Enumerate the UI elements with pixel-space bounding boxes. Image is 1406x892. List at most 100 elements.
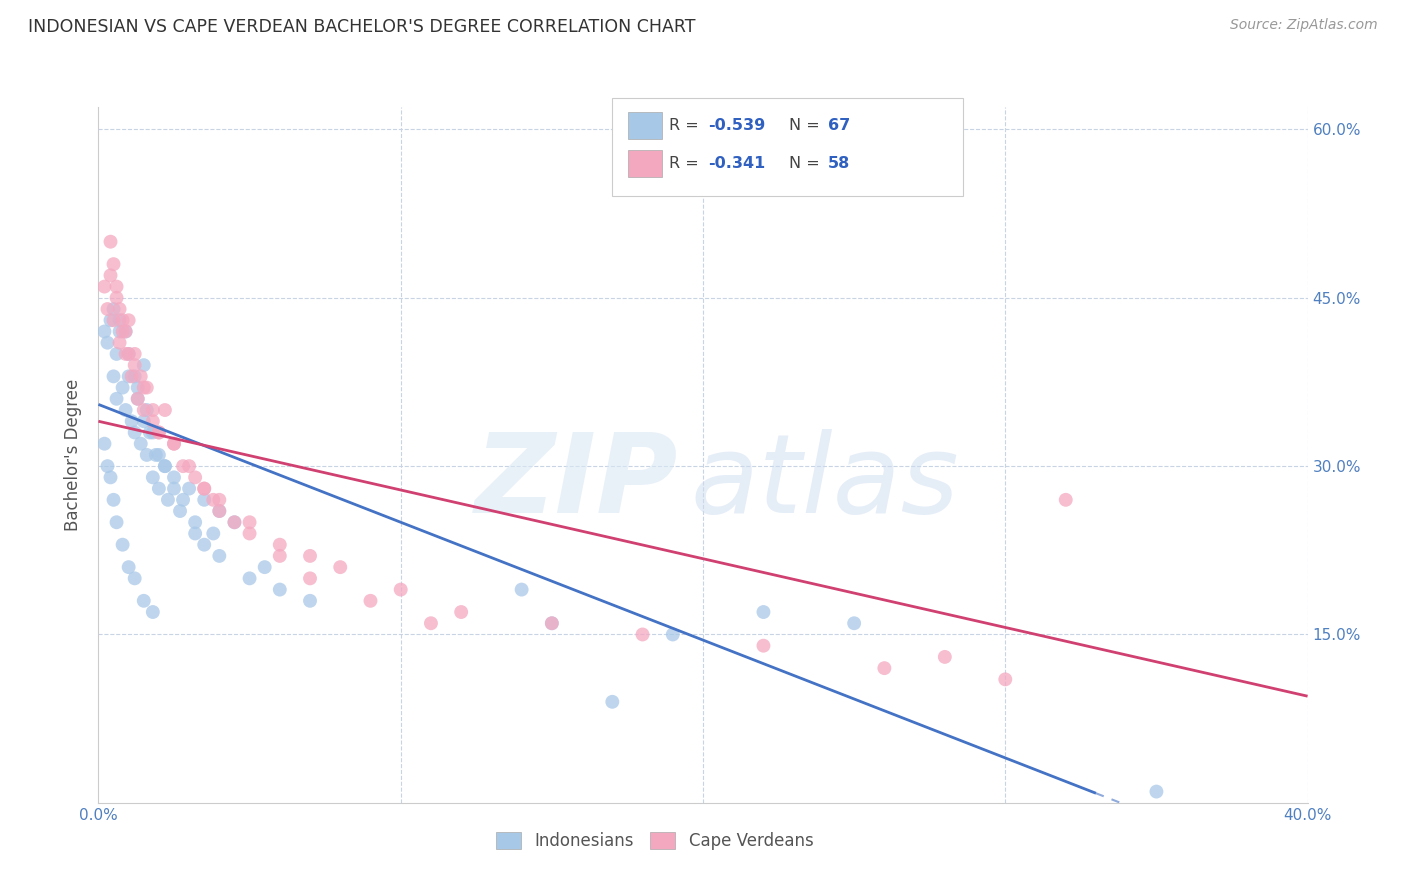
Point xyxy=(124,369,146,384)
Point xyxy=(193,492,215,507)
Point xyxy=(142,470,165,484)
Point xyxy=(108,325,131,339)
Point xyxy=(752,639,775,653)
Point xyxy=(269,582,291,597)
Point xyxy=(540,616,562,631)
Point xyxy=(114,403,136,417)
Text: atlas: atlas xyxy=(690,429,959,536)
Point xyxy=(132,594,155,608)
Point xyxy=(135,403,157,417)
Point xyxy=(100,313,122,327)
Point xyxy=(114,325,136,339)
Point xyxy=(172,459,194,474)
Point xyxy=(96,301,118,316)
Text: N =: N = xyxy=(789,156,825,170)
Point xyxy=(103,313,125,327)
Point xyxy=(100,268,122,283)
Text: N =: N = xyxy=(789,119,825,133)
Point xyxy=(121,414,143,428)
Point xyxy=(118,369,141,384)
Text: -0.341: -0.341 xyxy=(709,156,766,170)
Point xyxy=(118,313,141,327)
Point xyxy=(127,392,149,406)
Point xyxy=(124,347,146,361)
Point xyxy=(142,403,165,417)
Point xyxy=(124,358,146,372)
Point xyxy=(163,436,186,450)
Point xyxy=(105,392,128,406)
Point xyxy=(844,616,866,631)
Point xyxy=(253,560,276,574)
Point xyxy=(873,661,896,675)
Point xyxy=(153,459,176,474)
Y-axis label: Bachelor's Degree: Bachelor's Degree xyxy=(65,379,83,531)
Text: R =: R = xyxy=(669,119,704,133)
Point xyxy=(108,301,131,316)
Point xyxy=(145,448,167,462)
Point xyxy=(103,257,125,271)
Point xyxy=(108,335,131,350)
Point xyxy=(540,616,562,631)
Point xyxy=(420,616,443,631)
Point xyxy=(602,695,624,709)
Point xyxy=(132,414,155,428)
Point xyxy=(202,492,225,507)
Point xyxy=(118,347,141,361)
Point xyxy=(299,594,322,608)
Point xyxy=(184,470,207,484)
Point xyxy=(118,347,141,361)
Point xyxy=(360,594,382,608)
Point xyxy=(934,649,956,664)
Point xyxy=(111,325,134,339)
Point xyxy=(224,515,246,529)
Point xyxy=(208,549,231,563)
Point xyxy=(450,605,472,619)
Point xyxy=(202,526,225,541)
Point xyxy=(148,448,170,462)
Point xyxy=(1144,784,1167,798)
Point xyxy=(127,381,149,395)
Point xyxy=(132,403,155,417)
Point xyxy=(127,392,149,406)
Point xyxy=(103,369,125,384)
Point xyxy=(114,325,136,339)
Point xyxy=(108,313,131,327)
Point xyxy=(100,235,122,249)
Point xyxy=(105,515,128,529)
Point xyxy=(103,492,125,507)
Point xyxy=(148,425,170,440)
Point xyxy=(111,538,134,552)
Point xyxy=(163,436,186,450)
Point xyxy=(193,482,215,496)
Point xyxy=(103,301,125,316)
Point xyxy=(132,381,155,395)
Point xyxy=(224,515,246,529)
Point xyxy=(994,673,1017,687)
Point xyxy=(153,403,176,417)
Point xyxy=(208,504,231,518)
Point xyxy=(96,335,118,350)
Point xyxy=(239,571,262,585)
Point xyxy=(142,425,165,440)
Point xyxy=(105,279,128,293)
Point xyxy=(269,549,291,563)
Point xyxy=(631,627,654,641)
Point xyxy=(129,436,152,450)
Point xyxy=(114,347,136,361)
Point xyxy=(148,482,170,496)
Text: 67: 67 xyxy=(828,119,851,133)
Point xyxy=(124,425,146,440)
Point xyxy=(135,448,157,462)
Point xyxy=(96,459,118,474)
Point xyxy=(121,369,143,384)
Point xyxy=(139,425,162,440)
Text: -0.539: -0.539 xyxy=(709,119,766,133)
Point xyxy=(129,369,152,384)
Point xyxy=(184,526,207,541)
Point xyxy=(153,459,176,474)
Point xyxy=(661,627,683,641)
Text: 58: 58 xyxy=(828,156,851,170)
Point xyxy=(239,515,262,529)
Point xyxy=(148,425,170,440)
Point xyxy=(299,549,322,563)
